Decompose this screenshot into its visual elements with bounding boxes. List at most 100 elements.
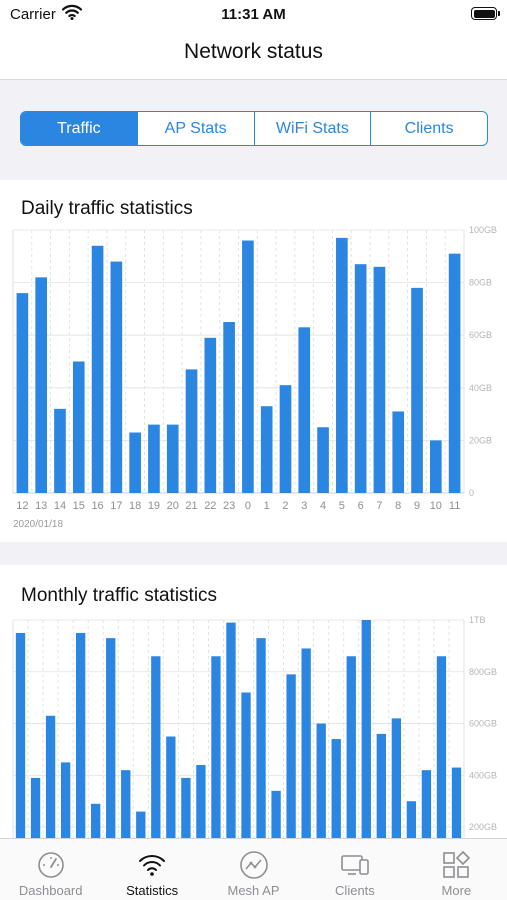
bar [30, 777, 41, 838]
tab-dashboard[interactable]: Dashboard [0, 839, 101, 900]
x-tick-label: 19 [148, 500, 160, 512]
x-tick-label: 1 [264, 500, 270, 512]
gauge-icon [36, 850, 66, 880]
x-tick-label: 15 [73, 500, 85, 512]
segment-clients[interactable]: Clients [370, 112, 487, 145]
y-tick-label: 200GB [469, 822, 497, 832]
bar [301, 648, 311, 838]
x-tick-label: 9 [414, 500, 420, 512]
bar [151, 656, 161, 838]
bar [185, 369, 198, 493]
wifi-icon [137, 850, 167, 880]
tab-clients[interactable]: Clients [304, 839, 405, 900]
bar [429, 440, 442, 493]
bar [421, 770, 432, 838]
tab-bar: Dashboard Statistics Mesh AP [0, 838, 507, 900]
tab-more[interactable]: More [406, 839, 507, 900]
segment-traffic[interactable]: Traffic [21, 112, 137, 145]
devices-icon [340, 850, 370, 880]
bar [392, 411, 405, 493]
monthly-traffic-card: Monthly traffic statistics 200GB 400GB 600… [0, 565, 507, 838]
date-label: 2020/01/18 [13, 519, 63, 530]
bar [256, 638, 266, 838]
x-tick-label: 5 [339, 500, 345, 512]
x-tick-label: 2 [282, 500, 288, 512]
x-tick-label: 11 [449, 500, 460, 512]
status-bar: Carrier 11:31 AM [0, 0, 507, 30]
bar [242, 240, 254, 493]
y-tick-label: 800GB [469, 667, 497, 677]
wifi-signal-icon [61, 4, 83, 24]
bar [72, 361, 85, 493]
bar [436, 656, 447, 838]
bar [166, 736, 176, 838]
y-tick-label: 400GB [469, 770, 497, 780]
bar [448, 253, 461, 493]
bar [271, 790, 281, 838]
bar [451, 767, 462, 838]
x-tick-label: 4 [320, 500, 326, 512]
y-tick-label: 40GB [469, 383, 492, 393]
bar [166, 424, 179, 493]
bar [391, 718, 402, 838]
y-tick-label: 1TB [469, 615, 486, 625]
bar [331, 739, 341, 838]
mesh-icon [239, 850, 269, 880]
segment-ap-stats[interactable]: AP Stats [136, 112, 254, 145]
daily-chart-title: Daily traffic statistics [21, 198, 193, 219]
x-tick-label: 6 [358, 500, 364, 512]
x-tick-label: 17 [110, 500, 122, 512]
x-tick-label: 12 [16, 500, 28, 512]
bar [136, 811, 146, 838]
x-tick-label: 21 [185, 500, 197, 512]
bar [361, 620, 371, 838]
monthly-chart-title: Monthly traffic statistics [21, 585, 218, 606]
y-tick-label: 0 [469, 488, 474, 498]
bar [148, 424, 160, 493]
bar [260, 406, 273, 493]
x-tick-label: 14 [54, 500, 66, 512]
bar [181, 777, 191, 838]
x-tick-label: 18 [129, 500, 141, 512]
tab-label-more: More [441, 883, 472, 898]
bar [346, 656, 356, 838]
x-tick-label: 23 [223, 500, 235, 512]
bar [241, 692, 251, 838]
bar [75, 632, 86, 838]
bar [211, 656, 221, 838]
bar [279, 385, 292, 493]
bar [286, 674, 296, 838]
bar [373, 266, 386, 493]
navigation-bar: Network status [0, 30, 507, 80]
x-tick-label: 16 [91, 500, 103, 512]
bar [376, 733, 386, 838]
daily-traffic-card: Daily traffic statistics 0 20GB 40GB 60GB 80… [0, 180, 507, 542]
y-tick-label: 100GB [469, 225, 497, 235]
x-tick-label: 20 [167, 500, 179, 512]
bar [121, 770, 131, 838]
tab-mesh-ap[interactable]: Mesh AP [203, 839, 304, 900]
x-tick-label: 3 [301, 500, 307, 512]
x-tick-label: 0 [245, 500, 251, 512]
monthly-traffic-chart: 200GB 400GB 600GB 800GB 1TB [12, 615, 497, 838]
tab-statistics[interactable]: Statistics [101, 839, 202, 900]
bar [298, 327, 311, 493]
bar [354, 264, 367, 493]
x-tick-label: 22 [204, 500, 216, 512]
x-tick-label: 10 [430, 500, 442, 512]
segment-wifi-stats[interactable]: WiFi Stats [253, 112, 371, 145]
clock: 11:31 AM [221, 6, 286, 23]
tab-label-statistics: Statistics [126, 883, 179, 898]
bar [223, 322, 235, 493]
bar [91, 245, 104, 493]
tab-label-clients: Clients [335, 883, 375, 898]
stats-segmented-control: Traffic AP Stats WiFi Stats Clients [20, 111, 488, 146]
bar [129, 432, 141, 493]
y-tick-label: 600GB [469, 719, 497, 729]
bar [226, 622, 236, 838]
bar [336, 237, 348, 493]
y-tick-label: 20GB [469, 435, 492, 445]
bar [45, 715, 56, 838]
bar [15, 632, 26, 838]
